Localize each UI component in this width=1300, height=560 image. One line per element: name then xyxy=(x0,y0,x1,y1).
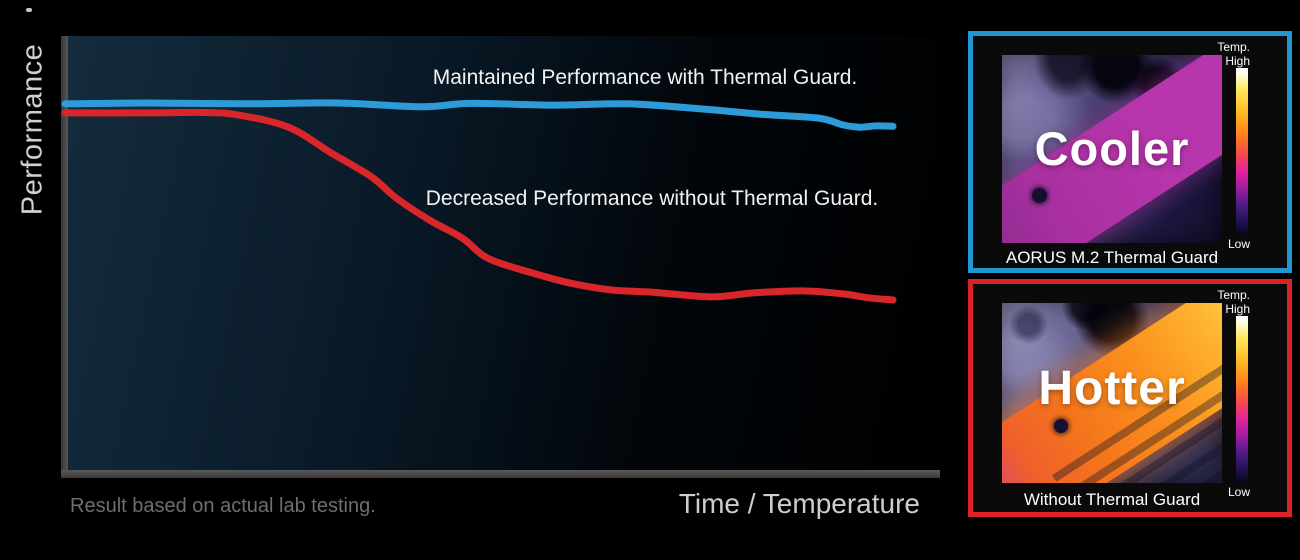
hotter-label: Hotter xyxy=(1038,362,1186,415)
screw-dot xyxy=(1032,188,1047,203)
cooler-panel: Cooler Temp. High Low AORUS M.2 Thermal … xyxy=(968,31,1292,273)
temp-scale-low-label: Low xyxy=(1227,237,1250,251)
temp-scale-low-label: Low xyxy=(1227,485,1250,499)
temperature-colorbar xyxy=(1236,68,1248,236)
temperature-colorbar xyxy=(1236,316,1248,484)
plot-area xyxy=(68,36,935,470)
specular-artifact xyxy=(26,8,32,12)
screw-dot xyxy=(1054,419,1068,433)
maintained-series-annotation: Maintained Performance with Thermal Guar… xyxy=(432,66,858,89)
x-axis xyxy=(61,470,940,478)
decreased-series-annotation: Decreased Performance without Thermal Gu… xyxy=(425,187,879,210)
maintained-line xyxy=(61,99,897,131)
cooler-caption: AORUS M.2 Thermal Guard xyxy=(1005,248,1219,267)
hotter-thermal-image: Hotter xyxy=(1002,303,1222,483)
x-axis-label: Time / Temperature xyxy=(678,488,920,519)
y-axis xyxy=(61,36,68,478)
cooler-thermal-image: Cooler xyxy=(1002,55,1222,243)
y-axis-label: Performance xyxy=(16,43,49,216)
hotter-caption: Without Thermal Guard xyxy=(1023,490,1201,509)
hotter-panel: Hotter Temp. High Low Without Thermal Gu… xyxy=(968,279,1292,517)
cooler-label: Cooler xyxy=(1034,122,1190,175)
decreased-line xyxy=(61,108,897,304)
temp-scale-title: Temp. xyxy=(1217,40,1250,54)
temp-scale-high-label: High xyxy=(1225,54,1250,68)
temp-scale-high-label: High xyxy=(1225,302,1250,316)
temp-scale-title: Temp. xyxy=(1217,288,1250,302)
chart-footnote: Result based on actual lab testing. xyxy=(70,495,376,517)
